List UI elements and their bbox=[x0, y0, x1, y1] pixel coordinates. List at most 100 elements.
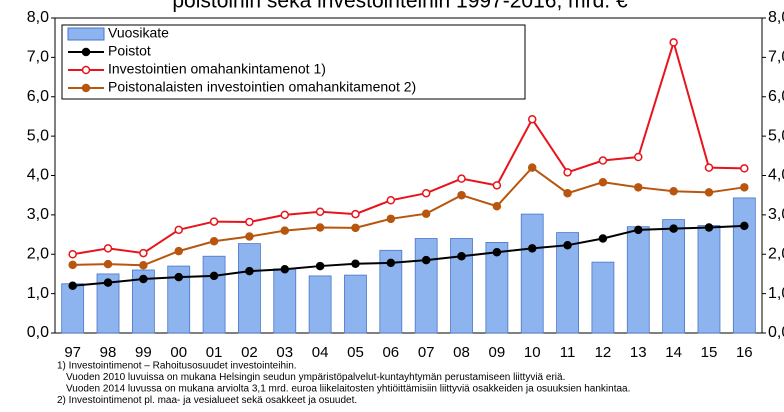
legend-label: Vuosikate bbox=[108, 25, 169, 41]
marker bbox=[209, 271, 219, 281]
bar bbox=[591, 261, 615, 334]
bar bbox=[662, 219, 686, 334]
marker bbox=[103, 259, 113, 269]
marker bbox=[351, 209, 360, 219]
y-tick-label: 1,0 bbox=[27, 285, 49, 302]
bar bbox=[202, 255, 226, 334]
y2-tick-label: 1,0 bbox=[768, 285, 784, 302]
line bbox=[72, 224, 745, 287]
x-tick-label: 00 bbox=[170, 344, 187, 361]
legend-swatch bbox=[67, 27, 105, 41]
marker bbox=[421, 188, 431, 198]
footnote: 1) Investointimenot – Rahoitusosuudet in… bbox=[57, 361, 297, 372]
x-tick-label: 07 bbox=[418, 344, 435, 361]
bar bbox=[414, 238, 438, 334]
x-tick-label: 15 bbox=[701, 344, 718, 361]
y2-tick-label: 4,0 bbox=[768, 167, 784, 184]
x-tick-label: 06 bbox=[382, 344, 399, 361]
marker bbox=[245, 217, 254, 227]
marker bbox=[457, 174, 466, 183]
marker bbox=[174, 225, 183, 235]
bar bbox=[626, 226, 650, 334]
bar bbox=[308, 275, 332, 334]
bar bbox=[273, 268, 297, 334]
x-tick-label: 97 bbox=[64, 344, 81, 361]
bar bbox=[344, 274, 367, 334]
legend-marker bbox=[81, 47, 91, 57]
bar bbox=[450, 238, 473, 334]
marker bbox=[740, 164, 749, 173]
marker bbox=[704, 188, 714, 197]
x-tick-label: 09 bbox=[489, 344, 506, 361]
x-tick-label: 08 bbox=[453, 344, 470, 361]
marker bbox=[563, 240, 572, 250]
legend-label: Investointien omahankintamenot 1) bbox=[108, 61, 326, 77]
marker bbox=[457, 190, 466, 200]
y-tick-label: 0,0 bbox=[27, 324, 49, 341]
marker bbox=[527, 163, 537, 172]
chart-title: poistoihin sekä investointeihin 1997-201… bbox=[172, 0, 628, 13]
marker bbox=[598, 156, 608, 165]
marker bbox=[669, 187, 678, 196]
marker bbox=[280, 210, 290, 220]
footnote: Vuoden 2010 luvuissa on mukana Helsingin… bbox=[66, 372, 565, 383]
bar bbox=[96, 273, 120, 334]
marker bbox=[315, 223, 325, 232]
marker bbox=[386, 196, 396, 205]
footnote: 2) Investointimenot pl. maa- ja vesialue… bbox=[57, 395, 357, 406]
bar bbox=[131, 269, 155, 334]
x-tick-label: 16 bbox=[736, 344, 753, 361]
marker bbox=[174, 272, 183, 282]
bar bbox=[379, 249, 403, 334]
y2-tick-label: 6,0 bbox=[768, 88, 784, 105]
y2-tick-label: 8,0 bbox=[768, 9, 784, 26]
bar bbox=[520, 213, 544, 334]
bar bbox=[732, 197, 756, 334]
marker bbox=[669, 224, 678, 233]
marker bbox=[386, 258, 396, 268]
marker bbox=[174, 246, 183, 256]
marker bbox=[139, 248, 148, 258]
marker bbox=[139, 261, 148, 270]
marker bbox=[740, 183, 749, 192]
marker bbox=[103, 278, 113, 287]
x-tick-label: 12 bbox=[595, 344, 612, 361]
marker bbox=[351, 259, 360, 268]
marker bbox=[598, 234, 608, 243]
x-tick-label: 02 bbox=[241, 344, 258, 361]
marker bbox=[209, 237, 219, 246]
marker bbox=[527, 244, 537, 253]
marker bbox=[634, 152, 643, 162]
marker bbox=[457, 251, 466, 261]
marker bbox=[598, 177, 608, 187]
x-tick-label: 04 bbox=[312, 344, 329, 361]
y2-tick-label: 5,0 bbox=[768, 127, 784, 144]
bar bbox=[556, 232, 579, 334]
marker bbox=[103, 244, 113, 253]
marker bbox=[386, 214, 396, 224]
marker bbox=[68, 260, 77, 270]
marker bbox=[245, 232, 254, 241]
marker bbox=[740, 221, 749, 231]
marker bbox=[563, 188, 572, 198]
marker bbox=[68, 250, 77, 259]
x-tick-label: 13 bbox=[630, 344, 647, 361]
marker bbox=[492, 248, 502, 257]
y-tick-label: 4,0 bbox=[27, 167, 49, 184]
marker bbox=[421, 255, 431, 265]
marker bbox=[563, 168, 572, 177]
line bbox=[72, 166, 745, 267]
x-tick-label: 11 bbox=[560, 344, 576, 361]
y2-tick-label: 7,0 bbox=[768, 49, 784, 66]
legend-marker bbox=[81, 65, 91, 75]
marker bbox=[421, 209, 431, 218]
marker bbox=[245, 266, 254, 276]
line bbox=[72, 38, 745, 256]
y2-tick-label: 0,0 bbox=[768, 324, 784, 341]
x-tick-label: 01 bbox=[206, 344, 223, 361]
x-tick-label: 98 bbox=[100, 344, 117, 361]
legend-label: Poistot bbox=[108, 43, 151, 59]
marker bbox=[280, 264, 290, 274]
y-tick-label: 3,0 bbox=[27, 206, 49, 223]
